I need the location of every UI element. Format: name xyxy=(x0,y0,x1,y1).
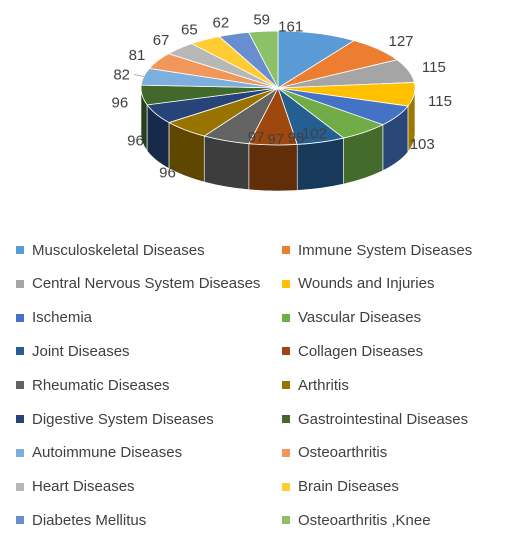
legend-label: Arthritis xyxy=(298,376,349,394)
legend-item: Rheumatic Diseases xyxy=(16,375,170,395)
pie-slice-1 xyxy=(277,30,356,89)
data-label-11: 96 xyxy=(127,133,144,150)
legend-item: Brain Diseases xyxy=(282,477,399,497)
legend-label: Digestive System Diseases xyxy=(32,410,214,428)
legend-swatch xyxy=(282,516,290,525)
legend-swatch xyxy=(16,347,24,356)
leader-line xyxy=(133,73,144,78)
legend-item: Osteoarthritis ,Knee xyxy=(282,510,431,530)
chart-legend: Musculoskeletal Diseases Immune System Di… xyxy=(0,236,511,538)
data-label-5: 103 xyxy=(410,136,435,153)
data-label-7: 98 xyxy=(288,130,305,147)
legend-label: Immune System Diseases xyxy=(298,241,473,259)
pie-slice-18 xyxy=(248,30,279,89)
legend-label: Gastrointestinal Diseases xyxy=(298,410,469,428)
legend-label: Collagen Diseases xyxy=(298,342,424,360)
data-label-15: 67 xyxy=(153,32,170,49)
data-label-16: 65 xyxy=(181,22,198,39)
legend-swatch xyxy=(16,482,24,491)
legend-swatch xyxy=(16,279,24,288)
legend-swatch xyxy=(282,279,290,288)
legend-swatch xyxy=(16,313,24,322)
legend-item: Digestive System Diseases xyxy=(16,409,214,429)
legend-label: Ischemia xyxy=(32,309,93,327)
legend-item: Arthritis xyxy=(282,375,349,395)
data-label-17: 62 xyxy=(213,15,230,32)
legend-label: Osteoarthritis ,Knee xyxy=(298,511,431,529)
legend-label: Autoimmune Diseases xyxy=(32,444,183,462)
data-label-12: 96 xyxy=(112,94,129,111)
legend-item: Ischemia xyxy=(16,308,92,328)
legend-swatch xyxy=(16,246,24,254)
legend-label: Wounds and Injuries xyxy=(298,275,435,293)
legend-label: Diabetes Mellitus xyxy=(32,511,147,529)
data-label-3: 115 xyxy=(422,59,446,76)
legend-item: Central Nervous System Diseases xyxy=(16,274,260,294)
legend-swatch xyxy=(282,415,290,423)
legend-swatch xyxy=(282,448,290,457)
data-label-10: 96 xyxy=(159,165,176,182)
legend-item: Gastrointestinal Diseases xyxy=(282,409,468,429)
legend-item: Musculoskeletal Diseases xyxy=(16,240,205,260)
legend-swatch xyxy=(16,448,24,457)
legend-label: Brain Diseases xyxy=(298,478,399,496)
legend-swatch xyxy=(282,313,290,322)
legend-item: Immune System Diseases xyxy=(282,240,472,260)
data-label-13: 82 xyxy=(113,66,130,83)
legend-label: Central Nervous System Diseases xyxy=(32,275,261,293)
data-label-8: 97 xyxy=(268,131,285,148)
data-label-2: 127 xyxy=(389,33,414,50)
data-label-9: 97 xyxy=(248,129,265,146)
legend-item: Wounds and Injuries xyxy=(282,274,434,294)
legend-label: Vascular Diseases xyxy=(298,309,422,327)
legend-label: Joint Diseases xyxy=(32,342,130,360)
pie-side-8 xyxy=(248,143,298,192)
data-label-6: 102 xyxy=(302,126,327,143)
legend-item: Joint Diseases xyxy=(16,341,130,361)
data-label-18: 59 xyxy=(253,11,270,28)
data-label-1: 161 xyxy=(278,19,303,36)
legend-item: Collagen Diseases xyxy=(282,341,423,361)
legend-swatch xyxy=(282,482,290,491)
legend-swatch xyxy=(16,381,24,390)
data-label-14: 81 xyxy=(129,47,146,64)
legend-swatch xyxy=(282,246,290,254)
legend-label: Rheumatic Diseases xyxy=(32,376,170,394)
legend-swatch xyxy=(16,415,24,423)
legend-swatch xyxy=(282,347,290,356)
legend-item: Vascular Diseases xyxy=(282,308,421,328)
legend-item: Osteoarthritis xyxy=(282,443,387,463)
legend-item: Autoimmune Diseases xyxy=(16,443,182,463)
legend-swatch xyxy=(16,516,24,525)
pie-side-9 xyxy=(203,135,250,191)
legend-item: Diabetes Mellitus xyxy=(16,510,146,530)
legend-label: Heart Diseases xyxy=(32,478,135,496)
legend-item: Heart Diseases xyxy=(16,477,135,497)
legend-label: Musculoskeletal Diseases xyxy=(32,241,205,259)
data-label-4: 115 xyxy=(428,93,452,110)
legend-swatch xyxy=(282,381,290,390)
legend-label: Osteoarthritis xyxy=(298,444,388,462)
